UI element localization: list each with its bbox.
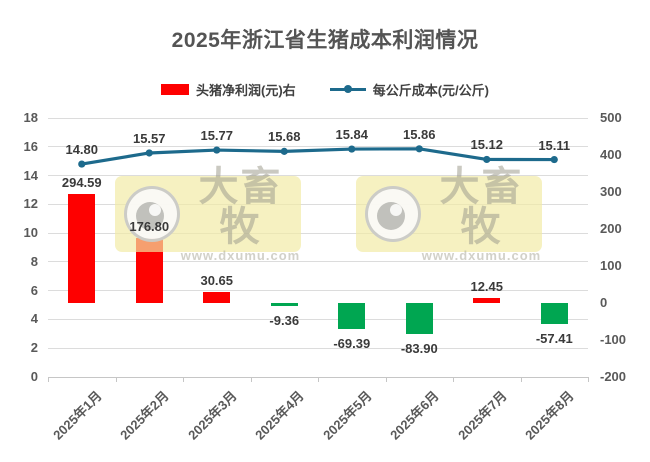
right-axis-tick-label: -200 bbox=[600, 369, 627, 384]
watermark-eye-icon bbox=[124, 186, 180, 242]
left-axis-tick-label: 6 bbox=[30, 282, 38, 298]
watermark-site: www.dxumu.com bbox=[421, 248, 542, 263]
watermark-brand: 大畜牧 bbox=[198, 165, 283, 249]
gridline bbox=[48, 290, 588, 292]
bar-value-label: -9.36 bbox=[269, 313, 300, 329]
bar-value-label: -69.39 bbox=[333, 335, 371, 351]
line-series-swatch bbox=[329, 85, 366, 93]
x-axis-category-label: 2025年3月 bbox=[184, 388, 240, 443]
x-axis-tick bbox=[453, 377, 454, 382]
watermark-eye-icon bbox=[365, 186, 421, 242]
x-axis-category-label: 2025年7月 bbox=[454, 388, 510, 443]
left-axis-tick-label: 18 bbox=[23, 110, 38, 125]
legend-label-cost: 每公斤成本(元/公斤) bbox=[372, 82, 489, 98]
line-point bbox=[483, 155, 491, 164]
line-point bbox=[280, 147, 288, 155]
line-point bbox=[550, 155, 558, 164]
x-axis-tick bbox=[385, 377, 387, 382]
right-axis-tick-label: 0 bbox=[600, 295, 608, 310]
gridline bbox=[48, 261, 588, 263]
watermark: 大畜牧 www.dxumu.com bbox=[356, 167, 542, 263]
gridline bbox=[48, 318, 588, 320]
right-axis-tick-label: 100 bbox=[600, 258, 622, 273]
x-axis-category-label: 2025年1月 bbox=[49, 388, 105, 443]
right-axis-tick-label: 300 bbox=[600, 184, 622, 199]
gridline bbox=[48, 347, 588, 349]
x-axis-category-label: 2025年2月 bbox=[117, 388, 172, 443]
right-axis-tick-label: 200 bbox=[600, 221, 622, 236]
x-axis-tick bbox=[250, 377, 252, 382]
left-axis-tick-label: 8 bbox=[30, 253, 38, 269]
x-axis-tick bbox=[48, 377, 49, 382]
bar-value-label: 30.65 bbox=[200, 272, 234, 288]
line-value-label: 15.11 bbox=[538, 137, 571, 153]
bar bbox=[405, 303, 433, 335]
legend-item-cost: 每公斤成本(元/公斤) bbox=[329, 80, 489, 99]
bar-value-label: -57.41 bbox=[535, 331, 573, 347]
x-axis-category-label: 2025年4月 bbox=[252, 388, 307, 443]
bar-series-swatch bbox=[161, 83, 190, 95]
left-axis-tick-label: 14 bbox=[23, 167, 38, 183]
bar bbox=[540, 303, 568, 325]
gridline bbox=[48, 117, 588, 119]
chart-title: 2025年浙江省生猪成本利润情况 bbox=[171, 29, 479, 52]
bar-value-label: 12.45 bbox=[470, 279, 504, 295]
line-point bbox=[145, 149, 153, 157]
line-value-label: 15.57 bbox=[132, 130, 166, 146]
bar bbox=[270, 303, 298, 307]
line-point bbox=[78, 160, 86, 168]
line-value-label: 15.12 bbox=[470, 137, 504, 153]
line-value-label: 15.68 bbox=[267, 129, 301, 145]
left-axis-tick-label: 2 bbox=[30, 340, 38, 356]
bar bbox=[338, 303, 366, 329]
left-axis-tick-label: 0 bbox=[30, 369, 38, 384]
left-axis-tick-label: 4 bbox=[30, 311, 38, 327]
line-marker-icon bbox=[343, 85, 352, 93]
legend-label-profit: 头猪净利润(元)右 bbox=[196, 82, 296, 98]
gridline bbox=[48, 203, 588, 205]
line-value-label: 15.84 bbox=[335, 127, 369, 143]
left-axis-tick-label: 12 bbox=[23, 196, 38, 212]
right-axis-tick-label: 500 bbox=[600, 110, 622, 125]
watermark-site: www.dxumu.com bbox=[180, 248, 301, 263]
bar bbox=[68, 194, 96, 303]
gridline bbox=[48, 146, 588, 148]
bar-value-label: 294.59 bbox=[61, 175, 102, 190]
legend: 头猪净利润(元)右 每公斤成本(元/公斤) bbox=[0, 80, 650, 98]
line-value-label: 14.80 bbox=[65, 142, 99, 158]
line-value-label: 15.77 bbox=[200, 128, 234, 144]
gridline bbox=[48, 232, 588, 234]
x-axis-tick bbox=[115, 377, 117, 382]
line-point bbox=[213, 146, 221, 154]
watermark: 大畜牧 www.dxumu.com bbox=[115, 167, 301, 263]
right-axis-tick-label: -100 bbox=[600, 332, 627, 347]
x-axis-category-label: 2025年6月 bbox=[387, 388, 442, 443]
x-axis-tick bbox=[183, 377, 184, 382]
right-axis-tick-label: 400 bbox=[600, 147, 622, 162]
bar-value-label: 176.80 bbox=[129, 218, 170, 234]
x-axis-tick bbox=[318, 377, 319, 382]
x-axis-category-label: 2025年5月 bbox=[319, 388, 375, 443]
legend-item-profit: 头猪净利润(元)右 bbox=[161, 80, 296, 99]
left-axis-tick-label: 16 bbox=[23, 138, 38, 154]
gridline bbox=[48, 175, 588, 177]
line-value-label: 15.86 bbox=[402, 126, 436, 142]
x-axis-tick bbox=[588, 377, 589, 382]
bar bbox=[473, 298, 501, 303]
bar bbox=[203, 291, 231, 303]
watermark-brand: 大畜牧 bbox=[439, 165, 524, 249]
x-axis-category-label: 2025年8月 bbox=[522, 388, 577, 443]
left-axis-tick-label: 10 bbox=[23, 225, 38, 241]
bar-value-label: -83.90 bbox=[400, 341, 438, 357]
x-axis-tick bbox=[520, 377, 522, 382]
